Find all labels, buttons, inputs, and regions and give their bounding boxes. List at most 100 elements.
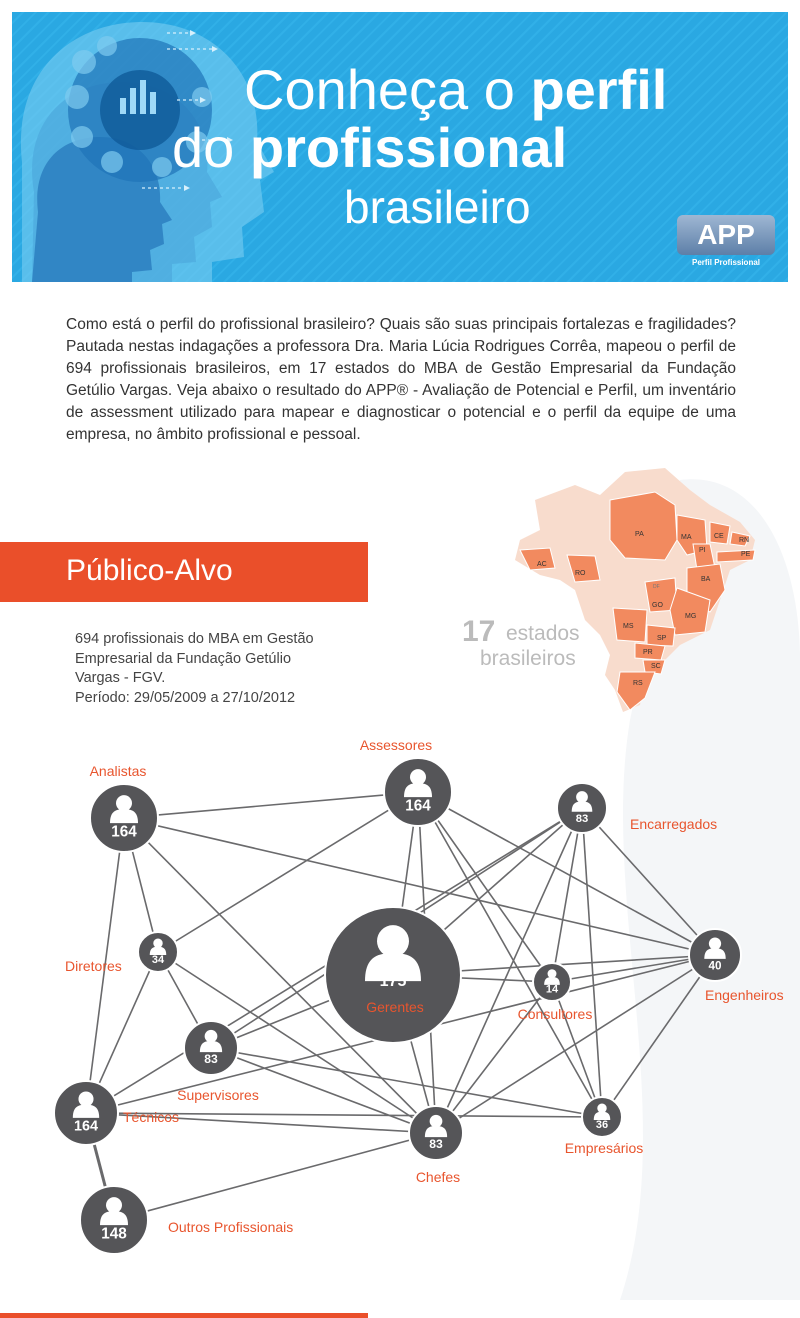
network-edge (417, 791, 716, 956)
node-value: 36 (596, 1119, 608, 1131)
person-icon (110, 795, 138, 824)
state-label: DF (653, 584, 660, 590)
network-edge (551, 807, 583, 983)
states-label-2: brasileiros (480, 647, 576, 670)
state-sp (646, 624, 676, 647)
state-ce (709, 521, 731, 545)
state-ac (519, 547, 556, 571)
intro-paragraph: Como está o perfil do profissional brasi… (66, 316, 736, 443)
node-consultores: 14 Consultores (518, 962, 593, 1022)
network-edge (435, 981, 553, 1134)
state-label: PA (635, 531, 644, 538)
person-icon (571, 791, 593, 812)
title-line-2: do profissional (172, 116, 568, 179)
states-label-1: estados (506, 622, 580, 645)
state-label: BA (701, 576, 711, 583)
node-label: Diretores (65, 958, 122, 974)
node-label: Técnicos (123, 1109, 179, 1125)
network-edge (601, 954, 716, 1118)
node-chefes: 83 Chefes (408, 1105, 464, 1185)
state-label: GO (652, 602, 663, 609)
app-logo: APP (677, 215, 775, 255)
state-rn (729, 531, 751, 547)
state-pa (609, 491, 678, 561)
publico-line: Período: 29/05/2009 a 27/10/2012 (75, 689, 296, 706)
network-edge (113, 1132, 437, 1221)
person-icon (404, 769, 432, 798)
person-icon (149, 938, 167, 956)
network-edge (435, 807, 583, 1134)
network-edge (417, 791, 553, 983)
network-edge (210, 1047, 437, 1134)
network-edge (123, 817, 716, 956)
node-value: 83 (576, 813, 589, 825)
node-label: Consultores (518, 1006, 593, 1022)
title-line-1: Conheça o perfil (244, 58, 668, 121)
node-label: Gerentes (366, 999, 424, 1015)
state-label: RN (739, 537, 749, 544)
network-edge (123, 791, 419, 819)
state-rs (616, 671, 656, 711)
network-edge (435, 954, 716, 1134)
bottom-bar (0, 1313, 368, 1318)
professional-network: 164 Analistas 164 Assessores 83 Encarregados 3… (53, 737, 784, 1255)
state-label: MG (685, 613, 696, 620)
state-label: PE (741, 551, 751, 558)
node-value: 34 (152, 954, 165, 966)
node-value: 40 (708, 959, 722, 972)
node-gerentes: 175 Gerentes (324, 906, 462, 1044)
state-pe (716, 549, 756, 563)
node-encarregados: 83 Encarregados (556, 782, 717, 834)
publico-line: Empresarial da Fundação Getúlio (75, 650, 292, 667)
node-outros: 148 Outros Profissionais (79, 1185, 293, 1255)
network-edge (157, 951, 437, 1134)
publico-line: Vargas - FGV. (75, 670, 166, 686)
brazil-map: PA MA CE RN PI PE BA AC RO DF GO MG MS S… (515, 468, 756, 712)
network-edge (85, 1112, 603, 1118)
node-label: Assessores (360, 737, 432, 753)
title-line-3: brasileiro (344, 181, 531, 233)
node-supervisores: 83 Supervisores (177, 1020, 259, 1103)
network-edge (85, 817, 125, 1114)
person-icon (72, 1091, 100, 1118)
node-value: 148 (101, 1226, 127, 1243)
publico-alvo-text: 694 profissionais do MBA em Gestão Empre… (75, 630, 375, 708)
state-label: SP (657, 635, 667, 642)
node-label: Empresários (565, 1140, 644, 1156)
node-value: 175 (380, 973, 407, 990)
state-sc (642, 659, 666, 675)
state-ms (612, 607, 648, 643)
node-value: 83 (204, 1052, 218, 1066)
person-icon (365, 925, 421, 982)
node-label: Engenheiros (705, 987, 784, 1003)
node-engenheiros: 40 Engenheiros (688, 928, 784, 1003)
node-label: Encarregados (630, 816, 717, 832)
node-assessores: 164 Assessores (360, 737, 453, 827)
person-icon (544, 969, 560, 985)
node-label: Analistas (90, 763, 147, 779)
background-shape (620, 479, 800, 1300)
profile-heads-illustration (20, 22, 274, 282)
person-icon (424, 1114, 448, 1138)
publico-alvo-title: Público-Alvo (66, 554, 233, 587)
person-icon (593, 1103, 611, 1121)
state-label: AC (537, 561, 547, 568)
person-icon (704, 937, 726, 959)
state-label: MA (681, 534, 692, 541)
network-edge (210, 1047, 603, 1118)
app-logo-subtitle: Perfil Profissional (691, 258, 761, 267)
state-mg (669, 587, 711, 636)
node-label: Chefes (416, 1169, 460, 1185)
network-edge (123, 817, 437, 1134)
publico-line: 694 profissionais do MBA em Gestão (75, 631, 314, 647)
node-value: 14 (546, 983, 559, 995)
state-label: CE (714, 533, 724, 540)
network-edge (417, 791, 603, 1118)
person-icon (100, 1197, 128, 1226)
state-label: PI (699, 547, 706, 554)
header-banner: Conheça o perfil do profissional brasile… (12, 12, 788, 282)
state-label: SC (651, 663, 661, 670)
publico-alvo-bar (0, 542, 368, 602)
state-label: MS (623, 623, 634, 630)
node-empresarios: 36 Empresários (565, 1096, 644, 1156)
